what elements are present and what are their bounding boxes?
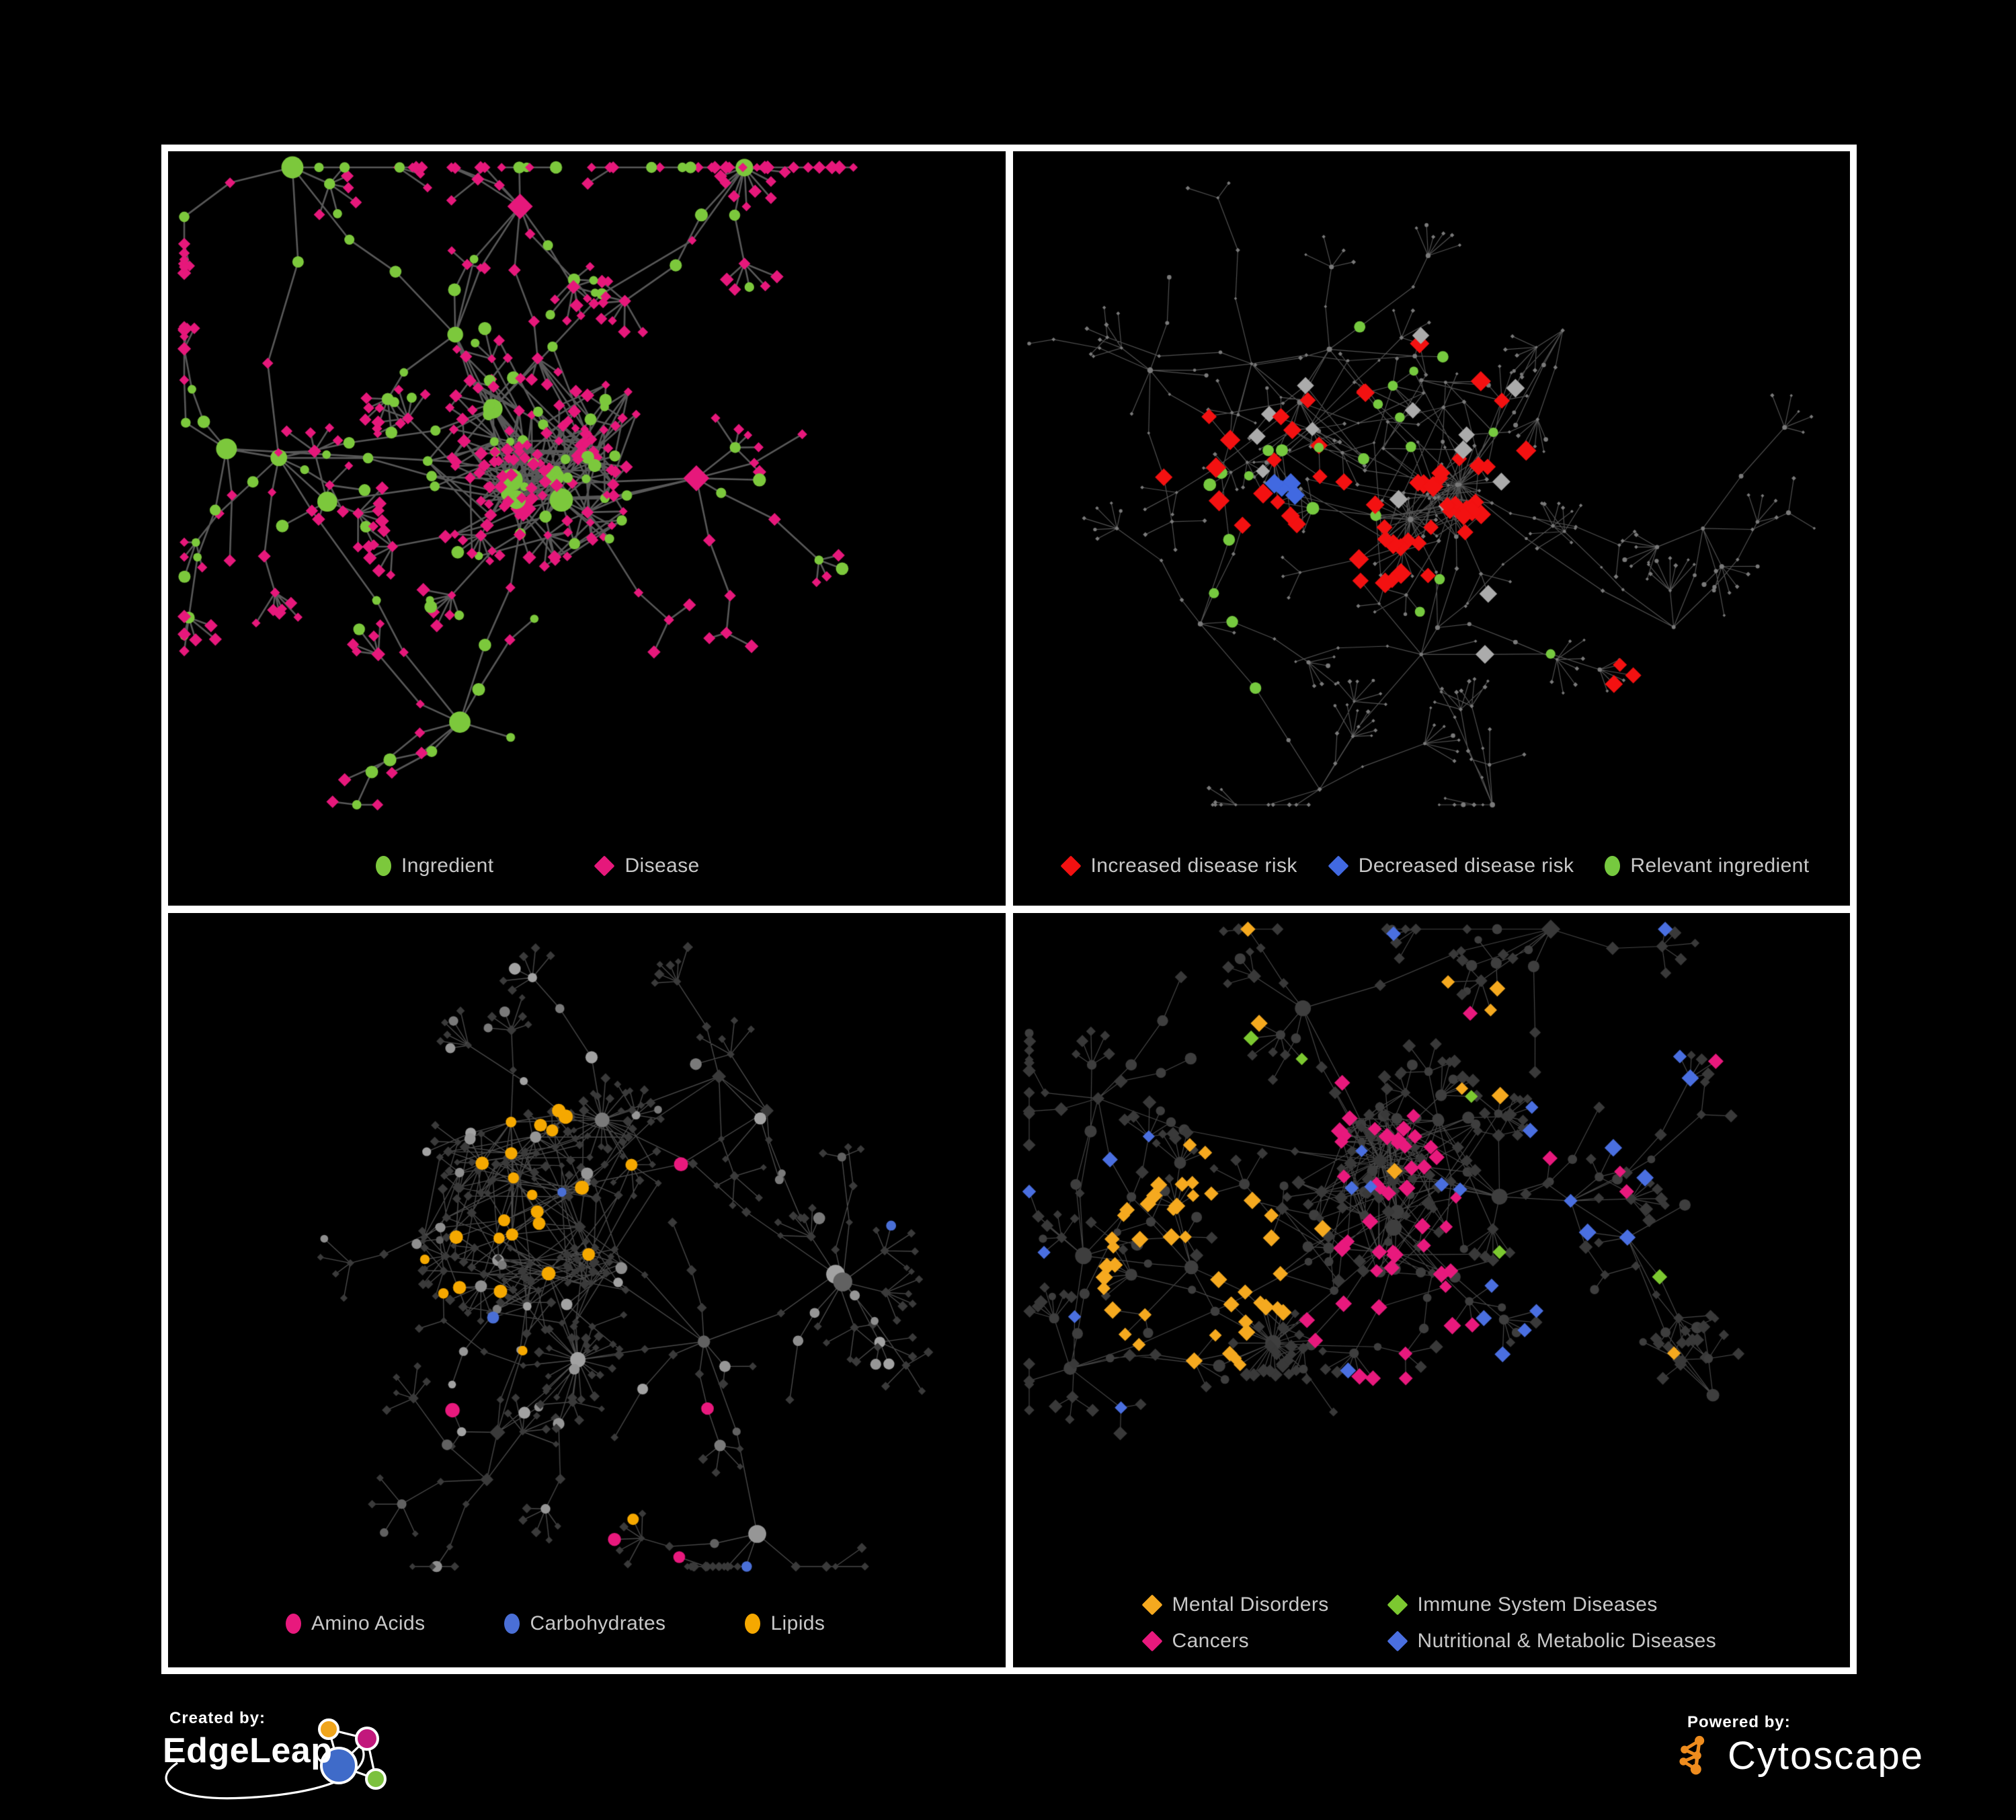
- legend-label: Disease: [624, 855, 700, 877]
- cytoscape-brand-block: Powered by: Cytoscape: [1679, 1713, 1924, 1778]
- legend-item-increased-risk: Increased disease risk: [1059, 855, 1297, 877]
- increased-risk-diamond-icon: [1059, 855, 1082, 877]
- legend-item-relevant-ingredient: Relevant ingredient: [1605, 855, 1809, 877]
- mental-disorders-diamond-icon: [1141, 1594, 1163, 1616]
- edgeleap-brand-block: Created by: EdgeLeap: [163, 1709, 391, 1810]
- legend-label: Lipids: [770, 1612, 825, 1634]
- ingredient-ellipse-icon: [376, 856, 391, 876]
- legend-nutrient-class: Amino Acids Carbohydrates Lipids: [286, 1612, 825, 1635]
- legend-item-nutritional-metabolic-diseases: Nutritional & Metabolic Diseases: [1386, 1630, 1717, 1653]
- created-by-label: Created by:: [169, 1709, 266, 1727]
- powered-by-label: Powered by:: [1687, 1713, 1791, 1731]
- legend-item-carbohydrates: Carbohydrates: [504, 1612, 666, 1635]
- panel-grid: Ingredient Disease Increased disease ris…: [161, 145, 1857, 1674]
- panel-disease-risk: Increased disease risk Decreased disease…: [1012, 151, 1850, 906]
- panel-nutrient-class: Amino Acids Carbohydrates Lipids: [168, 913, 1006, 1667]
- legend-label: Decreased disease risk: [1358, 855, 1574, 877]
- legend-label: Ingredient: [401, 855, 494, 877]
- legend-label: Amino Acids: [311, 1612, 426, 1634]
- legend-label: Mental Disorders: [1172, 1593, 1329, 1616]
- network-canvas-disease-class: [1012, 913, 1850, 1667]
- network-canvas-nutrient-class: [168, 913, 1006, 1667]
- cancers-diamond-icon: [1141, 1630, 1163, 1652]
- legend-label: Cancers: [1172, 1630, 1250, 1652]
- legend-item-decreased-risk: Decreased disease risk: [1328, 855, 1574, 877]
- immune-system-diseases-diamond-icon: [1386, 1594, 1408, 1616]
- amino-acids-ellipse-icon: [286, 1614, 301, 1634]
- legend-item-immune-system-diseases: Immune System Diseases: [1386, 1593, 1717, 1616]
- carbohydrates-ellipse-icon: [504, 1614, 520, 1634]
- legend-label: Nutritional & Metabolic Diseases: [1417, 1630, 1717, 1652]
- legend-item-cancers: Cancers: [1141, 1630, 1387, 1653]
- cytoscape-wordmark: Cytoscape: [1728, 1734, 1925, 1778]
- panel-disease-class: Mental Disorders Immune System Diseases …: [1012, 913, 1850, 1667]
- legend-disease-risk: Increased disease risk Decreased disease…: [1059, 855, 1810, 877]
- cytoscape-logo-icon: [1679, 1735, 1705, 1774]
- network-canvas-ingredient-disease: [168, 151, 1006, 906]
- edgeleap-wordmark: EdgeLeap: [163, 1731, 333, 1770]
- legend-disease-class: Mental Disorders Immune System Diseases …: [1141, 1593, 1717, 1653]
- legend-label: Increased disease risk: [1090, 855, 1297, 877]
- lipids-ellipse-icon: [745, 1614, 761, 1634]
- disease-diamond-icon: [594, 855, 615, 877]
- legend-label: Relevant ingredient: [1630, 855, 1810, 877]
- panel-ingredient-disease: Ingredient Disease: [168, 151, 1006, 906]
- legend-item-amino-acids: Amino Acids: [286, 1612, 425, 1635]
- network-canvas-disease-risk: [1012, 151, 1850, 906]
- nutritional-metabolic-diseases-diamond-icon: [1386, 1630, 1408, 1652]
- legend-label: Carbohydrates: [530, 1612, 666, 1634]
- legend-label: Immune System Diseases: [1417, 1593, 1658, 1616]
- legend-item-disease: Disease: [594, 855, 699, 877]
- legend-ingredient-disease: Ingredient Disease: [376, 855, 700, 877]
- relevant-ingredient-ellipse-icon: [1605, 856, 1621, 876]
- legend-item-mental-disorders: Mental Disorders: [1141, 1593, 1387, 1616]
- legend-item-lipids: Lipids: [745, 1612, 825, 1635]
- decreased-risk-diamond-icon: [1328, 855, 1349, 877]
- legend-item-ingredient: Ingredient: [376, 855, 493, 877]
